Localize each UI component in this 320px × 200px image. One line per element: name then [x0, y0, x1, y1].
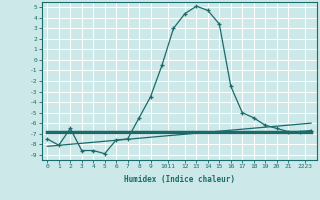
X-axis label: Humidex (Indice chaleur): Humidex (Indice chaleur) [124, 175, 235, 184]
